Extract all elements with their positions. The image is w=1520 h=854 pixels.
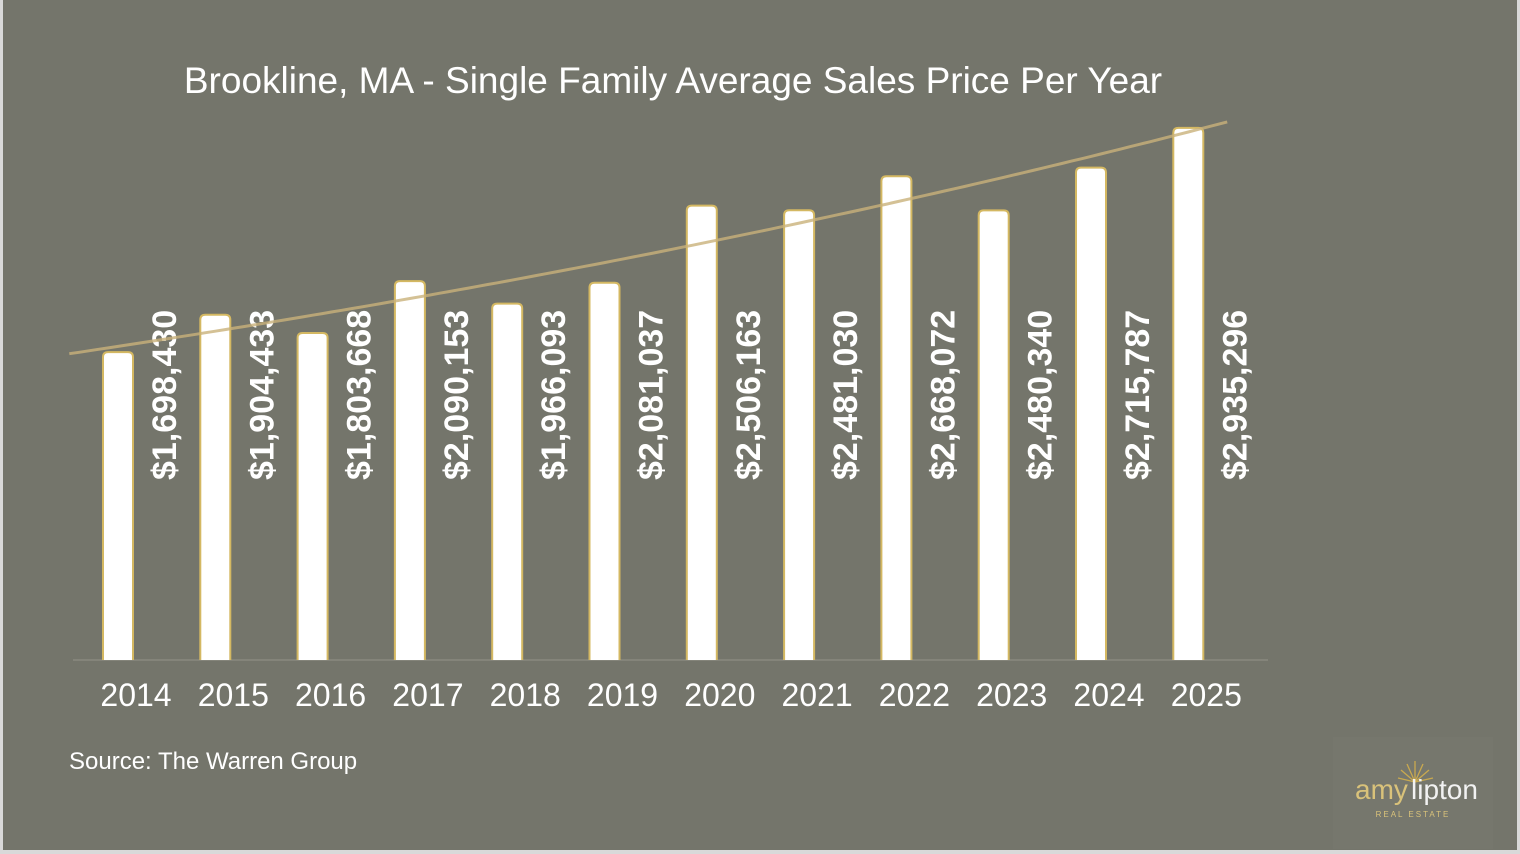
slide: Brookline, MA - Single Family Average Sa…	[3, 0, 1517, 850]
x-tick-label-2024: 2024	[1073, 677, 1144, 713]
x-tick-label-2016: 2016	[295, 677, 366, 713]
bar-2017	[393, 280, 426, 660]
bar-2025	[1172, 126, 1205, 660]
bar-2024	[1075, 166, 1107, 660]
bar-2019	[588, 281, 621, 660]
x-tick-label-2017: 2017	[392, 677, 463, 713]
x-tick-label-2023: 2023	[976, 677, 1047, 713]
company-logo: amy lipton REAL ESTATE	[1333, 737, 1493, 849]
data-label-2014: $1,698,430	[146, 310, 184, 480]
x-tick-label-2020: 2020	[684, 677, 755, 713]
x-tick-label-2018: 2018	[490, 677, 561, 713]
bar-2016	[296, 332, 329, 660]
data-label-2020: $2,506,163	[730, 310, 768, 480]
bar-2023	[977, 209, 1010, 660]
x-tick-label-2019: 2019	[587, 677, 658, 713]
data-label-2019: $2,081,037	[633, 310, 671, 480]
data-label-2023: $2,480,340	[1022, 310, 1060, 480]
logo-text-amy: amy	[1355, 774, 1408, 805]
logo-text-lipton: lipton	[1411, 774, 1478, 805]
logo-subtitle: REAL ESTATE	[1376, 810, 1451, 819]
data-label-2021: $2,481,030	[827, 310, 865, 480]
bar-2022	[880, 175, 913, 660]
data-label-2024: $2,715,787	[1119, 310, 1157, 480]
data-label-2016: $1,803,668	[341, 310, 379, 480]
chart-title: Brookline, MA - Single Family Average Sa…	[183, 60, 1163, 101]
bar-2015	[199, 313, 232, 660]
data-label-2025: $2,935,296	[1216, 310, 1254, 480]
x-tick-label-2025: 2025	[1171, 677, 1242, 713]
data-label-2022: $2,668,072	[924, 310, 962, 480]
x-tick-label-2015: 2015	[198, 677, 269, 713]
x-tick-label-2021: 2021	[782, 677, 853, 713]
x-tick-label-2014: 2014	[100, 677, 171, 713]
x-tick-label-2022: 2022	[879, 677, 950, 713]
bar-chart: $1,698,430 2014 $1,904,433 2015 $1,803,668 20…	[69, 120, 1268, 713]
bar-2018	[491, 302, 524, 660]
data-label-2017: $2,090,153	[438, 310, 476, 480]
sunburst-logo-icon: amy lipton REAL ESTATE	[1355, 761, 1478, 819]
trendline	[69, 120, 1228, 356]
source-note: Source: The Warren Group	[69, 748, 358, 775]
bar-2020	[685, 204, 718, 660]
bar-2014	[102, 351, 134, 660]
data-label-2018: $1,966,093	[535, 310, 573, 480]
data-label-2015: $1,904,433	[243, 310, 281, 480]
bar-2021	[783, 209, 816, 660]
